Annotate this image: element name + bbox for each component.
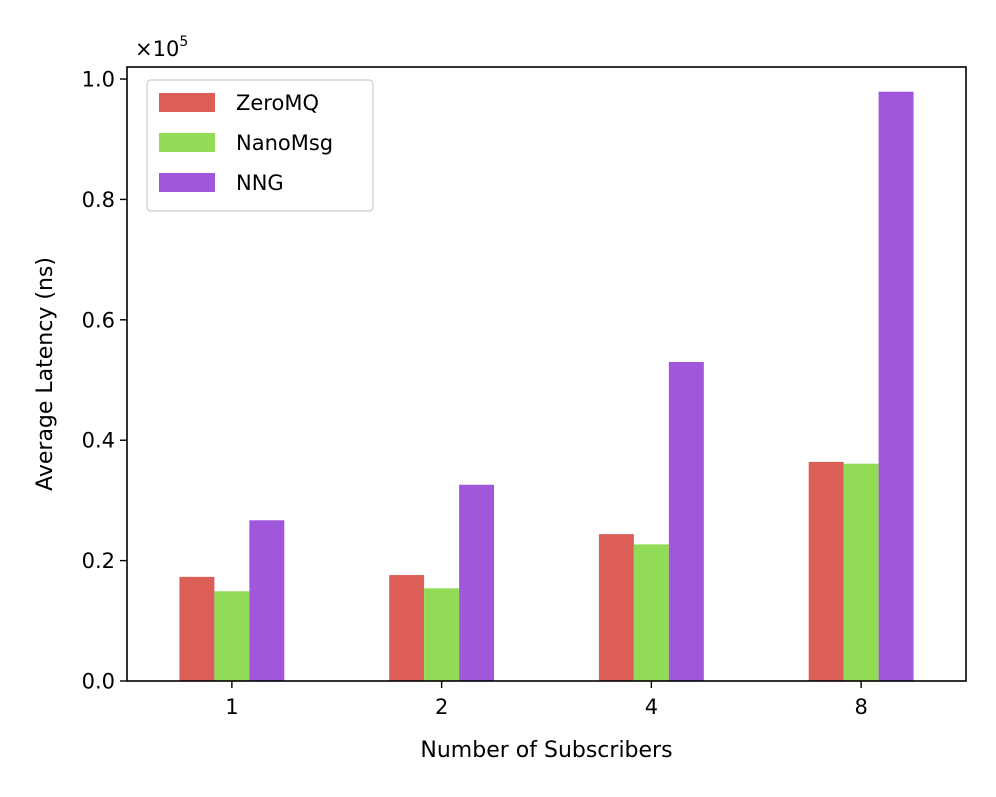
- bar-zeromq-1: [179, 576, 215, 681]
- bar-nanomsg-8: [843, 463, 879, 681]
- legend-swatch-zeromq: [159, 93, 215, 112]
- y-axis-ticks: 0.0 0.2 0.4 0.6 0.8 1.0: [82, 68, 127, 694]
- legend-swatch-nanomsg: [159, 133, 215, 152]
- bar-nanomsg-4: [633, 544, 669, 681]
- bar-nanomsg-1: [214, 591, 250, 681]
- x-axis-label: Number of Subscribers: [420, 738, 672, 763]
- y-offset-text: ×105: [135, 34, 188, 61]
- y-axis-label: Average Latency (ns): [33, 257, 58, 491]
- x-tick-label-8: 8: [854, 695, 867, 719]
- axes-frame: [126, 66, 967, 682]
- bar-zeromq-2: [389, 575, 425, 681]
- bar-nng-4: [668, 361, 704, 681]
- legend-label-zeromq: ZeroMQ: [236, 91, 319, 115]
- bar-nng-2: [459, 484, 495, 681]
- bar-nanomsg-2: [424, 588, 460, 681]
- legend: ZeroMQ NanoMsg NNG: [146, 79, 374, 212]
- bar-zeromq-8: [808, 461, 844, 681]
- x-tick-label-2: 2: [435, 695, 448, 719]
- legend-swatch-nng: [159, 173, 215, 192]
- bar-zeromq-4: [598, 534, 634, 681]
- y-tick-label: 1.0: [82, 68, 115, 92]
- x-tick-label-1: 1: [225, 695, 238, 719]
- y-tick-label: 0.4: [82, 429, 115, 453]
- x-tick-label-4: 4: [645, 695, 658, 719]
- legend-label-nanomsg: NanoMsg: [236, 131, 333, 155]
- y-tick-label: 0.0: [82, 670, 115, 694]
- bar-nng-8: [878, 91, 914, 682]
- y-tick-label: 0.8: [82, 188, 115, 212]
- legend-label-nng: NNG: [236, 171, 284, 195]
- y-tick-label: 0.2: [82, 549, 115, 573]
- y-tick-label: 0.6: [82, 308, 115, 332]
- bars-group: [179, 91, 914, 682]
- x-axis-ticks: 1 2 4 8: [225, 681, 868, 719]
- bar-nng-1: [249, 520, 285, 681]
